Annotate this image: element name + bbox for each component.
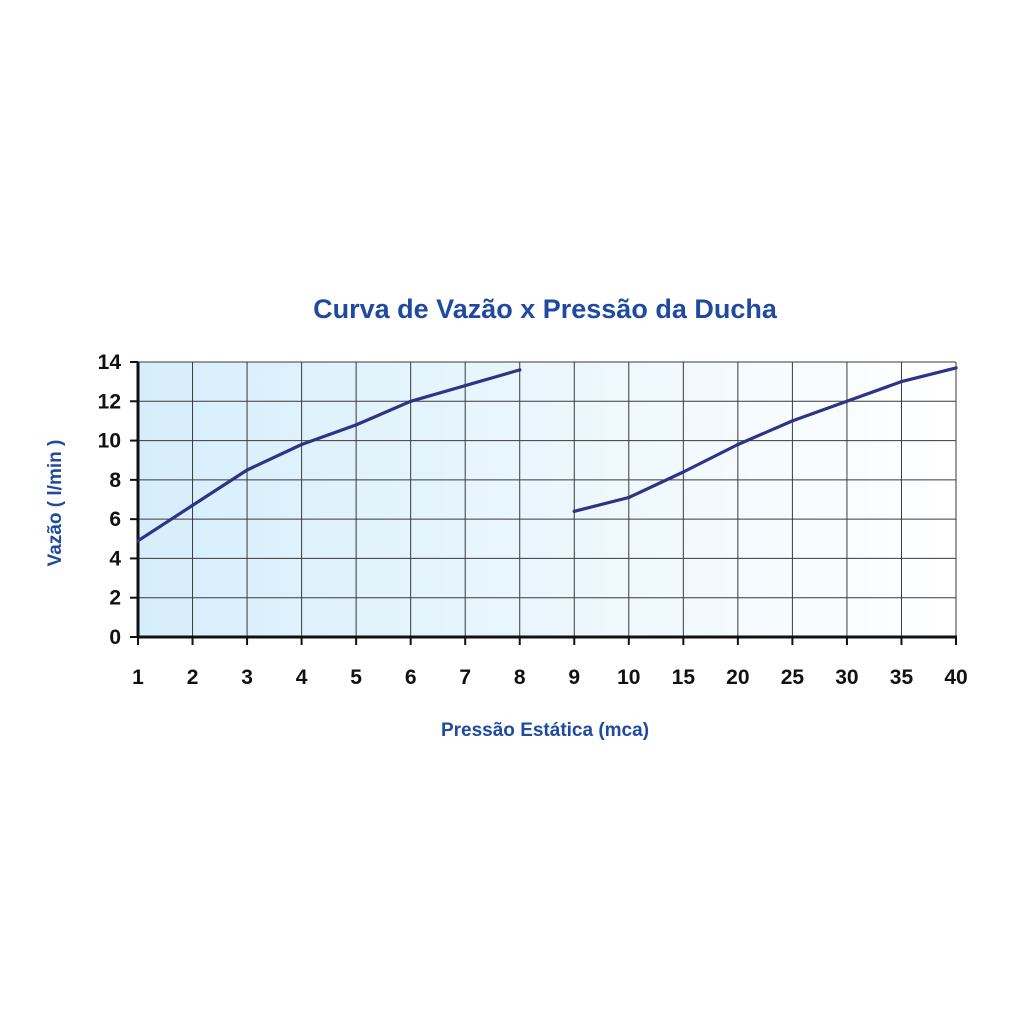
data-point — [572, 509, 576, 513]
data-point — [136, 539, 140, 543]
x-tick-label: 8 — [514, 666, 526, 689]
y-axis-title: Vazão ( l/min ) — [45, 440, 66, 567]
data-point — [954, 366, 958, 370]
data-point — [190, 503, 195, 507]
y-tick-label: 6 — [109, 508, 121, 531]
x-tick-label: 10 — [617, 666, 640, 689]
x-tick-label: 6 — [405, 666, 417, 689]
x-tick-label: 30 — [835, 666, 858, 689]
y-tick-label: 0 — [109, 626, 121, 649]
data-point — [300, 442, 304, 447]
data-point — [245, 468, 249, 472]
data-point — [354, 423, 358, 427]
y-tick-label: 12 — [98, 390, 121, 413]
x-tick-label: 5 — [350, 666, 362, 689]
y-tick-label: 4 — [109, 547, 121, 570]
y-tick-label: 14 — [98, 351, 122, 374]
x-tick-label: 25 — [781, 666, 805, 689]
series-line-segment — [572, 366, 958, 513]
x-tick-label: 20 — [726, 666, 749, 689]
data-point — [736, 442, 740, 447]
data-point — [845, 399, 849, 403]
data-point — [790, 419, 795, 423]
grid — [138, 361, 957, 637]
data-point — [681, 470, 685, 474]
series-lines — [136, 366, 958, 543]
series-line-segment — [136, 368, 522, 543]
x-tick-label: 40 — [944, 666, 967, 689]
data-point — [899, 380, 904, 384]
data-point — [463, 383, 467, 388]
x-tick-label: 15 — [672, 666, 696, 689]
data-point — [627, 495, 631, 500]
x-axis-title: Pressão Estática (mca) — [441, 720, 649, 741]
y-tick-label: 10 — [98, 430, 121, 453]
chart-title: Curva de Vazão x Pressão da Ducha — [313, 294, 778, 324]
x-tick-label: 1 — [132, 666, 144, 689]
y-tick-label: 2 — [109, 587, 121, 610]
x-tick-label: 35 — [890, 666, 914, 689]
x-tick-label: 7 — [459, 666, 471, 689]
x-tick-label: 4 — [296, 666, 308, 689]
axes — [130, 361, 957, 645]
x-tick-label: 9 — [568, 666, 580, 689]
plot-area — [138, 362, 956, 637]
x-tick-label: 3 — [241, 666, 253, 689]
data-point — [518, 368, 522, 372]
y-tick-label: 8 — [109, 469, 121, 492]
x-tick-label: 2 — [187, 666, 199, 689]
data-point — [409, 399, 413, 403]
